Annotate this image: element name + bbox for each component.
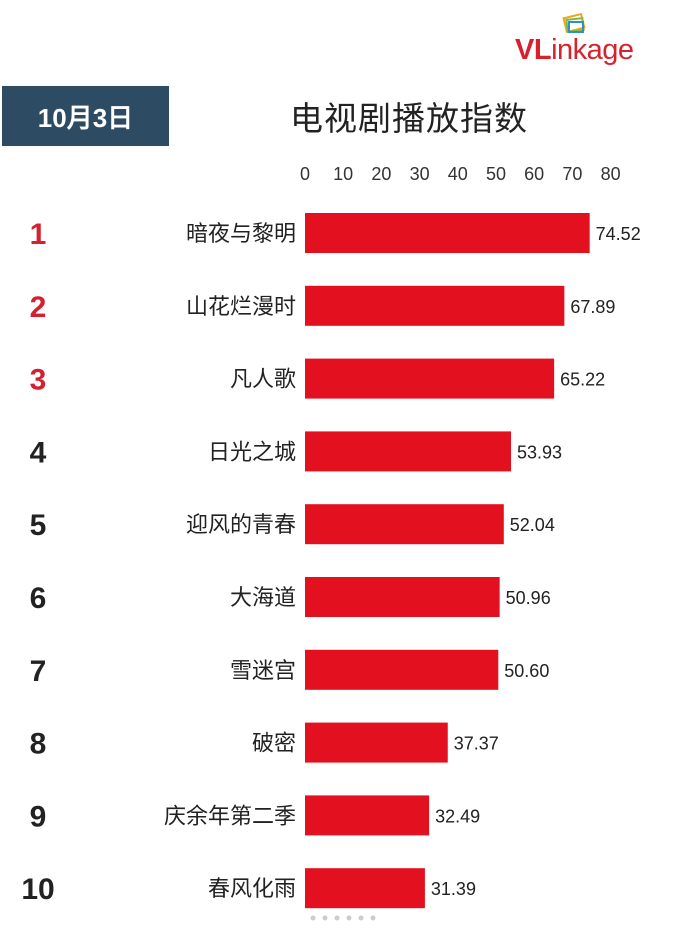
bar-value-label: 65.22 — [560, 370, 605, 390]
bar-value-label: 50.60 — [504, 661, 549, 681]
bar-value-label: 74.52 — [596, 224, 641, 244]
bar-value-label: 32.49 — [435, 806, 480, 826]
x-tick-label: 70 — [562, 164, 582, 184]
drama-name-label: 日光之城 — [208, 440, 296, 465]
rank-number: 7 — [30, 655, 47, 688]
drama-name-label: 大海道 — [230, 586, 296, 611]
bar-value-label: 50.96 — [506, 588, 551, 608]
rank-number: 9 — [30, 800, 47, 833]
bar — [305, 649, 499, 690]
chart-title: 电视剧播放指数 — [290, 99, 528, 138]
bar-value-label: 31.39 — [431, 879, 476, 899]
rank-number: 4 — [30, 436, 47, 469]
bar-chart: 0 10 20 30 40 50 60 70 80 1 暗夜与黎明 74.52 2 山花烂漫时 67.89 3… — [21, 164, 641, 909]
drama-name-label: 迎风的青春 — [186, 513, 296, 538]
rank-number: 8 — [30, 728, 47, 761]
x-tick-label: 10 — [333, 164, 353, 184]
drama-name-label: 雪迷宫 — [230, 659, 296, 684]
bar — [305, 722, 448, 763]
x-tick-label: 0 — [300, 164, 310, 184]
x-tick-label: 50 — [486, 164, 506, 184]
rank-number: 2 — [30, 291, 47, 324]
bar — [305, 577, 500, 617]
drama-name-label: 破密 — [252, 732, 296, 757]
drama-name-label: 暗夜与黎明 — [186, 222, 296, 247]
bar-value-label: 53.93 — [517, 442, 562, 462]
x-tick-label: 40 — [448, 164, 468, 184]
x-tick-label: 80 — [601, 164, 621, 184]
logo-frames-icon — [562, 12, 586, 34]
drama-name-label: 凡人歌 — [230, 368, 296, 393]
drama-name-label: 山花烂漫时 — [186, 295, 296, 320]
x-tick-label: 60 — [524, 164, 544, 184]
drama-name-label: 春风化雨 — [208, 877, 296, 902]
bar — [305, 213, 590, 253]
vlinkage-logo: VLinkage — [515, 12, 671, 72]
bar-value-label: 37.37 — [454, 734, 499, 754]
rank-number: 3 — [30, 364, 47, 397]
x-tick-label: 20 — [371, 164, 391, 184]
rank-number: 1 — [30, 218, 47, 251]
date-badge: 10月3日 — [2, 86, 169, 146]
rank-number: 10 — [21, 873, 54, 906]
bar — [305, 358, 555, 399]
bar — [305, 431, 512, 472]
bar-value-label: 52.04 — [510, 515, 555, 535]
logo-text: VLinkage — [515, 34, 634, 66]
bar — [305, 795, 430, 836]
page-indicator-dots — [310, 915, 376, 921]
rank-number: 6 — [30, 582, 47, 615]
bar — [305, 504, 504, 545]
bar-value-label: 67.89 — [570, 297, 615, 317]
x-tick-label: 30 — [410, 164, 430, 184]
bar — [305, 868, 425, 909]
rank-number: 5 — [30, 509, 47, 542]
bar — [305, 285, 565, 326]
drama-name-label: 庆余年第二季 — [164, 804, 296, 829]
